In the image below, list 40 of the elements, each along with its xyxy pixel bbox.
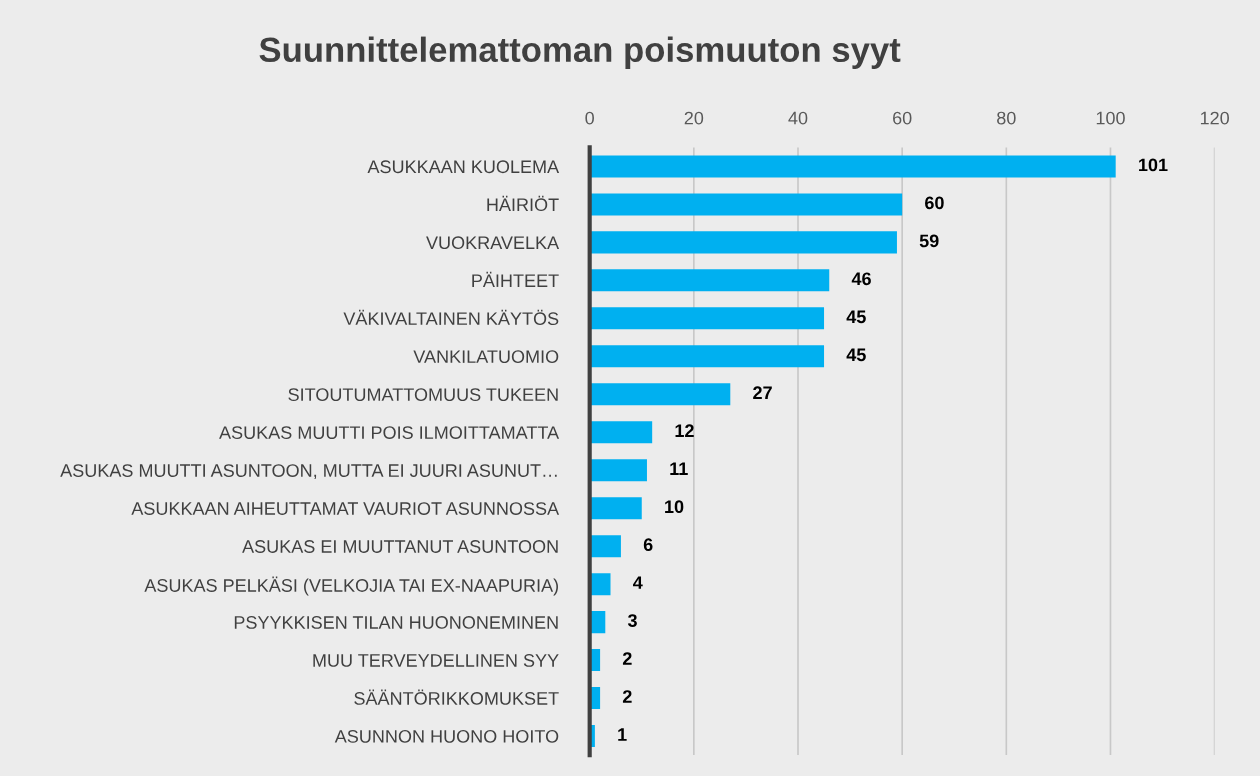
data-label: 3 — [627, 614, 637, 628]
y-tick-label: ASUKKAAN KUOLEMA — [367, 160, 560, 174]
y-tick-label: VANKILATUOMIO — [413, 350, 559, 364]
data-label: 60 — [925, 196, 944, 210]
x-tick-label: 100 — [1096, 111, 1125, 125]
y-tick-label: HÄIRIÖT — [487, 195, 559, 212]
data-label: 27 — [753, 386, 772, 399]
y-tick-label: MUU TERVEYDELLINEN SYY — [313, 654, 559, 667]
y-tick-label: ASUKAS MUUTTI ASUNTOON, MUTTA EI JUURI ASUNUT… — [60, 464, 557, 480]
data-label: 1 — [618, 728, 627, 741]
data-label: 11 — [670, 462, 688, 475]
x-tick-label: 40 — [788, 111, 808, 125]
x-tick-label: 120 — [1200, 111, 1229, 125]
y-tick-label: PSYYKKISEN TILAN HUONONEMINEN — [234, 616, 558, 629]
y-tick-label: SÄÄNTÖRIKKOMUKSET — [354, 689, 559, 705]
y-tick-label: VUOKRAVELKA — [426, 236, 560, 250]
y-tick-label: SITOUTUMATTOMUUS TUKEEN — [288, 388, 558, 401]
data-label: 10 — [665, 500, 684, 514]
chart-title: Suunnittelemattoman poismuuton syyt — [259, 36, 901, 69]
data-label: 2 — [622, 652, 632, 665]
x-tick-label: 0 — [585, 111, 594, 125]
y-tick-label: PÄIHTEET — [472, 271, 559, 287]
data-label: 45 — [846, 348, 866, 362]
x-tick-label: 80 — [997, 111, 1016, 125]
y-tick-label: ASUNNON HUONO HOITO — [334, 729, 559, 743]
y-tick-label: ASUKAS EI MUUTTANUT ASUNTOON — [242, 540, 558, 553]
data-label: 12 — [675, 424, 694, 437]
data-label: 2 — [622, 690, 632, 703]
data-label: 59 — [919, 234, 939, 248]
x-tick-label: 60 — [893, 111, 912, 125]
data-label: 101 — [1139, 158, 1168, 172]
data-label: 6 — [643, 538, 653, 552]
y-tick-label: ASUKAS PELKÄSI (VELKOJIA TAI EX-NAAPURIA) — [144, 576, 558, 596]
y-tick-label: VÄKIVALTAINEN KÄYTÖS — [343, 309, 559, 326]
data-label: 46 — [851, 272, 871, 286]
x-tick-label: 20 — [684, 111, 704, 125]
data-label: 45 — [846, 310, 866, 324]
y-tick-label: ASUKAS MUUTTI POIS ILMOITTAMATTA — [219, 426, 560, 439]
data-label: 4 — [633, 576, 643, 589]
y-tick-label: ASUKKAAN AIHEUTTAMAT VAURIOT ASUNNOSSA — [131, 502, 560, 515]
